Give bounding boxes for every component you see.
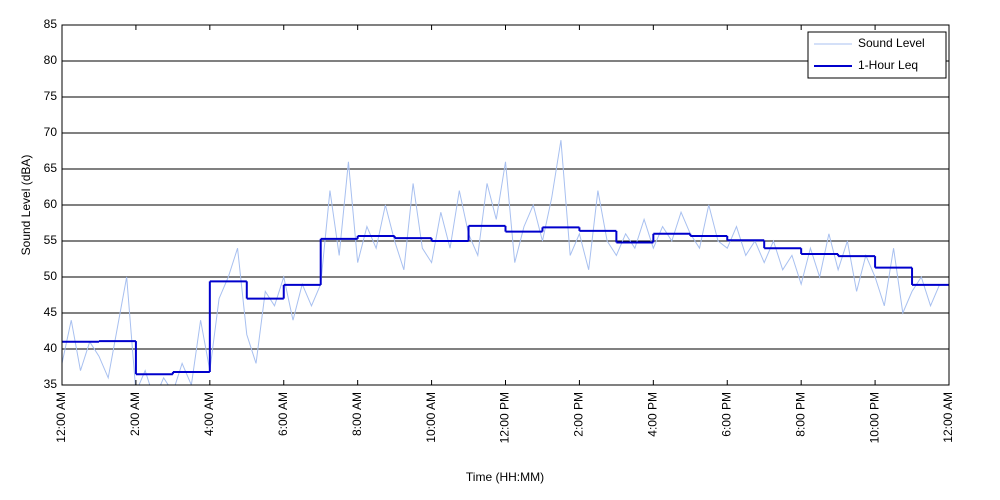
x-tick-label: 8:00 PM bbox=[793, 392, 807, 437]
y-tick-label: 60 bbox=[44, 197, 58, 211]
x-tick-label: 6:00 AM bbox=[276, 392, 290, 436]
y-tick-label: 35 bbox=[44, 377, 58, 391]
x-tick-label: 2:00 AM bbox=[128, 392, 142, 436]
y-tick-label: 55 bbox=[44, 233, 58, 247]
x-tick-label: 2:00 PM bbox=[572, 392, 586, 437]
x-tick-label: 12:00 AM bbox=[941, 392, 955, 443]
y-tick-label: 75 bbox=[44, 89, 58, 103]
x-axis-label: Time (HH:MM) bbox=[466, 470, 544, 484]
x-tick-label: 10:00 AM bbox=[424, 392, 438, 443]
y-tick-label: 50 bbox=[44, 269, 58, 283]
x-tick-label: 4:00 PM bbox=[646, 392, 660, 437]
x-tick-label: 4:00 AM bbox=[202, 392, 216, 436]
legend-label: 1-Hour Leq bbox=[858, 58, 918, 72]
x-tick-label: 6:00 PM bbox=[719, 392, 733, 437]
y-axis-label: Sound Level (dBA) bbox=[19, 155, 33, 256]
plot-marks bbox=[62, 140, 949, 385]
x-tick-label: 8:00 AM bbox=[350, 392, 364, 436]
x-tick-label: 12:00 AM bbox=[54, 392, 68, 443]
legend: Sound Level 1-Hour Leq bbox=[807, 31, 947, 79]
x-tick-label: 12:00 PM bbox=[498, 392, 512, 443]
y-tick-label: 85 bbox=[44, 17, 58, 31]
legend-box bbox=[807, 31, 947, 79]
ticks: 35 40 45 50 55 60 65 70 75 80 85 12:00 AM 2:00 AM 4:0… bbox=[44, 17, 956, 443]
y-tick-label: 65 bbox=[44, 161, 58, 175]
y-tick-label: 70 bbox=[44, 125, 58, 139]
sound-level-line bbox=[62, 140, 941, 385]
y-tick-label: 40 bbox=[44, 341, 58, 355]
legend-label: Sound Level bbox=[858, 36, 925, 50]
x-tick-label: 10:00 PM bbox=[867, 392, 881, 443]
y-tick-label: 45 bbox=[44, 305, 58, 319]
y-tick-label: 80 bbox=[44, 53, 58, 67]
